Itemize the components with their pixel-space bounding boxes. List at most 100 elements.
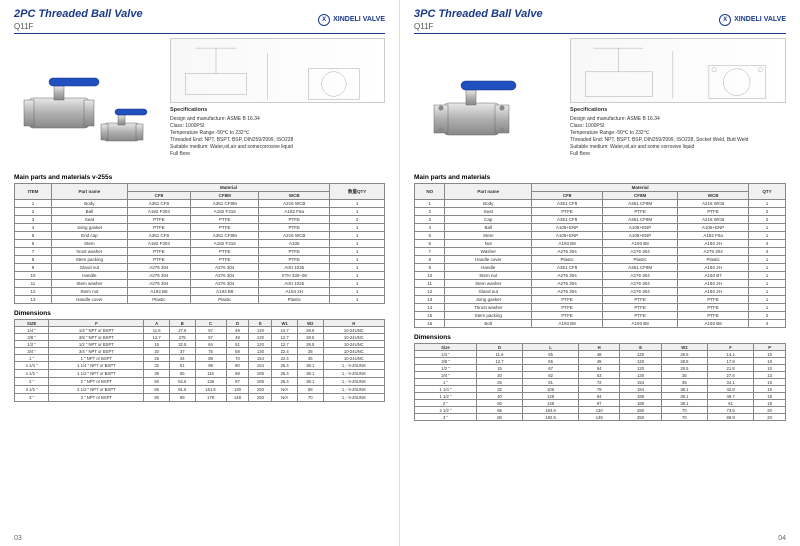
spec-line: Class: 1000PSI xyxy=(170,123,385,130)
page-subtitle: Q11F xyxy=(414,22,543,31)
table-row: 6StemA182 F304A182 F316A1051 xyxy=(15,240,385,248)
dimensions-title: Dimensions xyxy=(414,334,786,341)
parts-table: ITEMPart nameMaterial数量QTYCF8CF8MWCB1Bod… xyxy=(14,183,385,304)
valve-3pc-icon xyxy=(419,48,559,158)
table-row: 4BallA105+ENPA105+ENPA105+ENP1 xyxy=(415,224,786,232)
table-row: 1 "1 " NPT or BSPT2544887015422.43510-24… xyxy=(15,355,385,362)
header: 2PC Threaded Ball Valve Q11F X XINDELI V… xyxy=(14,8,385,34)
product-image xyxy=(14,38,164,168)
table-row: 1 1/2 "1 1/2 " NPT or BSPT38551168818525… xyxy=(15,370,385,378)
page-title: 3PC Threaded Ball Valve xyxy=(414,8,543,20)
brand: X XINDELI VALVE xyxy=(318,14,385,26)
table-row: 14Thrust washerPTFEPTFEPTFE1 xyxy=(415,304,786,312)
table-row: 7WasherA276 304A276 304A276 3044 xyxy=(415,248,786,256)
table-row: 10HandleA276 304A276 304XTH 330–081 xyxy=(15,272,385,280)
table-row: 3SeatPTFEPTFEPTFE2 xyxy=(15,216,385,224)
specifications: Specifications Design and manufacture: A… xyxy=(570,107,786,158)
table-row: 8Handle coverPlasticPlasticPlastic1 xyxy=(415,256,786,264)
table-row: 1/2 "1/2 " NPT or BSPT1532.5645112012.72… xyxy=(15,341,385,348)
table-row: 13Handle coverPlasticPlasticPlastic1 xyxy=(15,296,385,304)
table-row: 2 1/2 "2 1/2 " NPT or BSPT6581.5161.5130… xyxy=(15,386,385,394)
dimensions-title: Dimensions xyxy=(14,310,385,317)
table-row: 12Stem nutA193 B8A193 B8A194 2H1 xyxy=(15,288,385,296)
valve-2pc-icon xyxy=(19,48,159,158)
table-row: 10Stem nutA276 304A276 304A193 B71 xyxy=(415,272,786,280)
table-row: 3CapA351 CF8A351 CF8MA216 WCB2 xyxy=(415,216,786,224)
spec-line: Design and manufacture: ASME B 16.34 xyxy=(570,116,786,123)
table-row: 2 "501489718538.16118 xyxy=(415,400,786,407)
table-row: 11Stem washerA276 304A276 304AISI 10251 xyxy=(15,280,385,288)
parts-title: Main parts and materials v-255s xyxy=(14,174,385,181)
table-row: 3 "3 " NPT or BSPT8089178148250N/A701／4-… xyxy=(15,394,385,402)
right-column: Specifications Design and manufacture: A… xyxy=(570,38,786,168)
spec-line: Design and manufacture: ASME B 16.34 xyxy=(170,116,385,123)
brand: X XINDELI VALVE xyxy=(719,14,786,26)
table-row: 5StemA105+ENPA105+ENPA182 F6a1 xyxy=(415,232,786,240)
upper-section: Specifications Design and manufacture: A… xyxy=(414,38,786,168)
technical-diagram xyxy=(170,38,385,103)
dimensions-table: SIZEFABCDEW1W2H1/4 "1/4 " NPT or BSPT11.… xyxy=(14,319,385,402)
spec-line: Temperature Range:-50℃ to 232℃ xyxy=(170,130,385,137)
title-block: 3PC Threaded Ball Valve Q11F xyxy=(414,8,543,31)
spec-title: Specifications xyxy=(170,107,385,115)
brand-name: XINDELI VALVE xyxy=(734,16,786,23)
table-row: 1/4 "11.6654812028.514.110 xyxy=(415,351,786,358)
table-row: 1 1/4 "1 1/4 " NPT or BSPT3251998015425.… xyxy=(15,362,385,370)
table-row: 1 1/4 "321067915438.142.816 xyxy=(415,386,786,393)
table-row: 8Stem packingPTFEPTFEPTFE1 xyxy=(15,256,385,264)
table-row: 3 "80182.51482507089.920 xyxy=(415,414,786,421)
product-image xyxy=(414,38,564,168)
spec-list: Design and manufacture: ASME B 16.34Clas… xyxy=(170,116,385,158)
spec-line: Full Bore xyxy=(170,151,385,158)
table-row: 4Joing gasketPTFEPTFEPTFE1 xyxy=(15,224,385,232)
dimensions-table: SizeDLHEW2FP1/4 "11.6654812028.514.1103/… xyxy=(414,343,786,421)
spec-list: Design and manufacture: ASME B 16.34Clas… xyxy=(570,116,786,158)
table-row: 13Joing gasketPTFEPTFEPTFE1 xyxy=(415,296,786,304)
table-row: 9Gland nutA276 304A276 304AISI 10351 xyxy=(15,264,385,272)
spec-line: Suitable medium: Water,oil,air and somec… xyxy=(170,144,385,151)
table-row: 3/4 "2082631303527.613 xyxy=(415,372,786,379)
table-row: 1/2 "15675412028.521.810 xyxy=(415,365,786,372)
spec-title: Specifications xyxy=(570,107,786,115)
page-title: 2PC Threaded Ball Valve xyxy=(14,8,143,20)
table-row: 12Gland nutA276 304A276 304A194 2H1 xyxy=(415,288,786,296)
upper-section: Specifications Design and manufacture: A… xyxy=(14,38,385,168)
spec-line: Threaded End: NPT, BSPT, BSP, DIN259/299… xyxy=(170,137,385,144)
technical-diagram xyxy=(570,38,786,103)
table-row: 5End capA351 CF8A351 CF8MA216 WCB1 xyxy=(15,232,385,240)
specifications: Specifications Design and manufacture: A… xyxy=(170,107,385,158)
table-row: 1 1/2 "401298418538.148.718 xyxy=(415,393,786,400)
spec-line: Temperature Range:-50℃ to 232℃ xyxy=(570,130,786,137)
table-row: 1BodyA351 CF8A351 CF8MA216 WCB1 xyxy=(15,200,385,208)
table-row: 7hrust washerPTFEPTFEPTFE1 xyxy=(15,248,385,256)
page-left: 2PC Threaded Ball Valve Q11F X XINDELI V… xyxy=(0,0,400,546)
page-number: 03 xyxy=(14,535,22,542)
table-row: 9HandleA351 CF8A351 CF8MA194 2H1 xyxy=(415,264,786,272)
table-row: 2BallA182 F304A182 F316A182 F6a1 xyxy=(15,208,385,216)
table-row: 1 "2591721543534.115 xyxy=(415,379,786,386)
table-row: 2 1/2 "65184.51302507073.520 xyxy=(415,407,786,414)
brand-logo-icon: X xyxy=(318,14,330,26)
page-number: 04 xyxy=(778,535,786,542)
brand-name: XINDELI VALVE xyxy=(333,16,385,23)
table-row: 1/4 "1/4 " NPT or BSPT11.627.5574912012.… xyxy=(15,327,385,334)
spec-line: Full Bore xyxy=(570,151,786,158)
table-row: 1BodyA351 CF8A351 CF8MA216 WCB1 xyxy=(415,200,786,208)
table-row: 2 "2 " NPT or BSPT5062.51369718525.438.1… xyxy=(15,378,385,386)
brand-logo-icon: X xyxy=(719,14,731,26)
spec-line: Suitable medium: Water,oil,air and some … xyxy=(570,144,786,151)
header: 3PC Threaded Ball Valve Q11F X XINDELI V… xyxy=(414,8,786,34)
table-row: 3/4 "3/4 " NPT or BSPT2037755813022.4351… xyxy=(15,348,385,355)
table-row: 15Stem packingPTFEPTFEPTFE2 xyxy=(415,312,786,320)
spec-line: Threaded End: NPT, BSPT, BSP, DIN259/299… xyxy=(570,137,786,144)
parts-title: Main parts and materials xyxy=(414,174,786,181)
title-block: 2PC Threaded Ball Valve Q11F xyxy=(14,8,143,31)
table-row: 6NutA193 B8A193 B8A194 2H4 xyxy=(415,240,786,248)
table-row: 11Stem washerA276 304A276 304A194 2H1 xyxy=(415,280,786,288)
table-row: 3/8 "12.7654812028.517.810 xyxy=(415,358,786,365)
table-row: 16BoltA193 B8A193 B8A193 B84 xyxy=(415,320,786,328)
right-column: Specifications Design and manufacture: A… xyxy=(170,38,385,168)
table-row: 2SeatPTFEPTFEPTFE2 xyxy=(415,208,786,216)
table-row: 3/8 "3/8 " NPT or BSPT12.7275574912012.7… xyxy=(15,334,385,341)
page-subtitle: Q11F xyxy=(14,22,143,31)
